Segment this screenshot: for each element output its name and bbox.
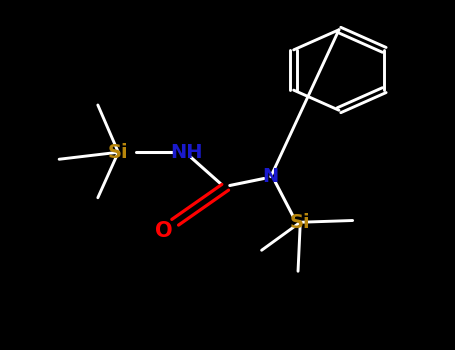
- Text: Si: Si: [290, 213, 311, 232]
- Text: Si: Si: [108, 143, 129, 162]
- Text: O: O: [155, 221, 172, 241]
- Text: N: N: [263, 167, 279, 186]
- Text: NH: NH: [170, 143, 203, 162]
